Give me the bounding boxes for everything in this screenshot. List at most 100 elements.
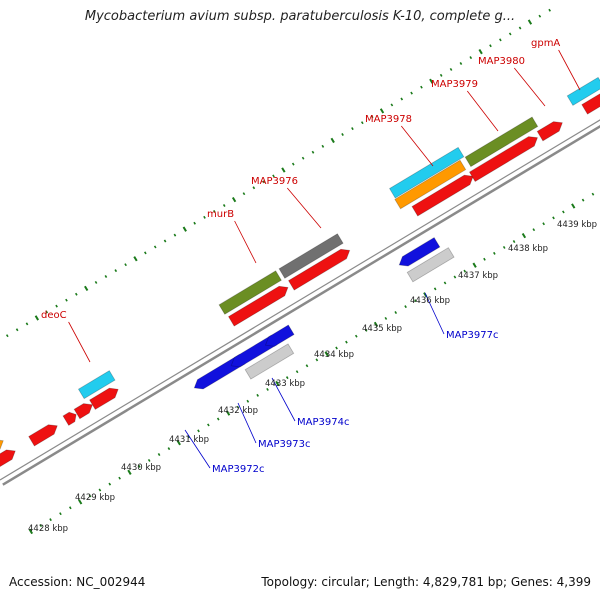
lower-minor-tick [236, 405, 240, 409]
upper-major-tick [429, 78, 434, 84]
upper-minor-tick [400, 97, 404, 101]
upper-minor-tick [301, 156, 305, 160]
lower-minor-tick [197, 429, 200, 433]
backbone-line-shadow [2, 124, 600, 486]
upper-major-tick [330, 137, 335, 144]
lower-major-tick [78, 499, 83, 505]
lower-minor-tick [49, 518, 52, 522]
lower-minor-tick [68, 506, 72, 510]
cds-arrow [28, 424, 58, 447]
upper-minor-tick [252, 186, 256, 190]
lower-minor-tick [39, 524, 43, 528]
lower-minor-tick [404, 305, 407, 309]
lower-minor-tick [512, 240, 516, 244]
forward-gene-label: murB [207, 209, 234, 220]
label-leaders [68, 49, 581, 469]
upper-minor-tick [203, 215, 206, 219]
cds-arrow [536, 121, 563, 142]
upper-minor-tick [439, 73, 443, 77]
cds-arrow [287, 248, 351, 291]
upper-minor-tick [499, 38, 502, 42]
reverse-leader-line [424, 292, 445, 335]
upper-minor-tick [291, 162, 295, 166]
lower-minor-tick [88, 494, 92, 498]
upper-minor-tick [213, 209, 216, 213]
upper-minor-tick [459, 62, 463, 65]
upper-minor-tick [321, 144, 325, 148]
lower-minor-tick [562, 210, 565, 214]
upper-minor-tick [370, 115, 374, 119]
upper-minor-tick [351, 127, 354, 131]
upper-minor-tick [449, 67, 453, 71]
genome-stats-text: Topology: circular; Length: 4,829,781 bp… [261, 575, 591, 589]
lower-minor-tick [335, 346, 338, 350]
lower-major-tick [275, 380, 280, 387]
upper-minor-tick [94, 280, 98, 284]
lower-minor-tick [493, 251, 496, 255]
map-title: Mycobacterium avium subsp. paratuberculo… [84, 9, 516, 24]
upper-minor-tick [341, 133, 344, 136]
upper-minor-tick [360, 121, 364, 125]
lower-minor-tick [246, 399, 250, 403]
feature-track [0, 76, 600, 468]
upper-minor-tick [242, 192, 246, 196]
lower-major-tick [373, 321, 379, 328]
forward-gene-label: MAP3979 [431, 79, 478, 90]
upper-minor-tick [390, 103, 394, 107]
gene-box [566, 76, 600, 106]
forward-gene-label: deoC [41, 310, 67, 321]
scale-label: 4439 kbp [557, 220, 597, 230]
lower-minor-tick [118, 476, 121, 480]
forward-gene-label: MAP3980 [478, 56, 525, 67]
lower-minor-tick [443, 281, 447, 285]
cds-arrow [581, 93, 600, 115]
upper-minor-tick [74, 292, 78, 296]
forward-leader-line [558, 49, 581, 91]
lower-minor-tick [433, 287, 437, 291]
forward-leader-line [466, 90, 499, 132]
reverse-leader-line [271, 377, 296, 422]
lower-minor-tick [167, 447, 171, 451]
scale-label: 4428 kbp [28, 524, 68, 534]
upper-major-tick [34, 315, 40, 321]
lower-major-tick [324, 351, 329, 357]
scale-label: 4433 kbp [265, 379, 305, 389]
lower-minor-tick [414, 299, 417, 303]
lower-minor-tick [354, 334, 358, 338]
upper-minor-tick [15, 328, 19, 332]
lower-minor-tick [394, 311, 398, 315]
lower-minor-tick [591, 192, 595, 196]
labels: 4428 kbp 4429 kbp 4430 kbp 4431 kbp 4432 kbp… [28, 38, 597, 534]
cds-arrow [62, 411, 77, 426]
lower-minor-tick [147, 458, 151, 462]
cds-arrow [73, 403, 93, 420]
upper-minor-tick [144, 251, 147, 255]
lower-minor-tick [453, 275, 457, 279]
upper-minor-tick [193, 221, 196, 225]
lower-major-tick [28, 528, 34, 535]
scale-label: 4436 kbp [410, 296, 450, 306]
lower-major-tick [127, 469, 132, 475]
upper-major-tick [231, 196, 237, 203]
upper-minor-tick [163, 239, 167, 243]
lower-major-tick [472, 262, 477, 268]
forward-gene-label: MAP3978 [365, 114, 412, 125]
upper-minor-tick [124, 263, 127, 267]
scale-label: 4437 kbp [458, 271, 498, 281]
lower-major-tick [571, 203, 576, 209]
lower-minor-tick [138, 464, 141, 468]
reverse-gene-label: MAP3972c [212, 464, 264, 475]
gene-box [389, 146, 465, 199]
scale-label: 4429 kbp [75, 493, 115, 503]
upper-minor-tick [489, 44, 492, 48]
lower-minor-tick [483, 257, 486, 261]
upper-minor-tick [45, 310, 49, 314]
upper-minor-tick [153, 245, 157, 249]
cds-arrow [468, 136, 539, 183]
upper-major-tick [182, 226, 187, 232]
lower-minor-tick [98, 488, 102, 492]
forward-leader-line [234, 220, 257, 264]
upper-minor-tick [262, 180, 266, 184]
gene-box [464, 116, 539, 168]
